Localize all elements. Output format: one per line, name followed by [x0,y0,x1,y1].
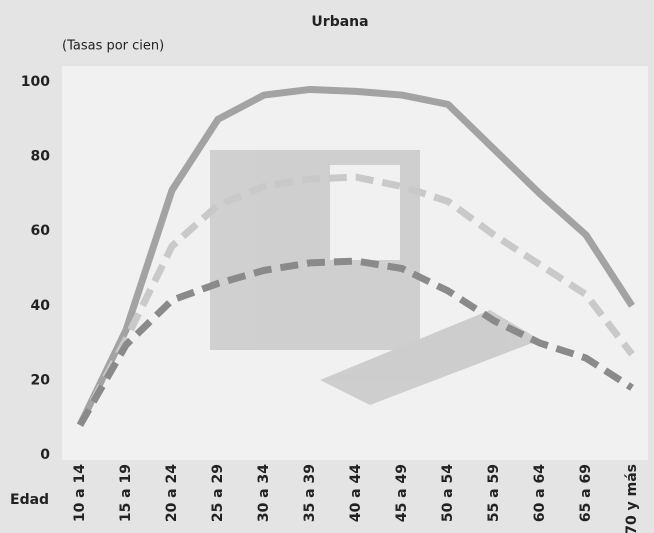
y-axis-label: (Tasas por cien) [62,39,164,54]
x-tick-label: 30 a 34 [256,464,272,522]
x-tick-label: 65 a 69 [578,464,594,522]
y-tick-label: 0 [40,447,50,463]
x-tick-label: 55 a 59 [486,464,502,522]
y-tick-label: 80 [31,149,51,165]
x-tick-label: 20 a 24 [164,464,180,522]
x-axis-label: Edad [10,492,49,508]
y-tick-label: 20 [31,372,51,388]
series-line [76,85,635,427]
x-tick-label: 10 a 14 [72,464,88,522]
x-tick-label: 15 a 19 [118,464,134,522]
x-tick-label: 45 a 49 [394,464,410,522]
series-line [76,257,634,427]
x-tick-label: 40 a 44 [348,464,364,522]
series-line [76,173,635,427]
x-tick-label: 25 a 29 [210,464,226,522]
x-tick-label: 35 a 39 [302,464,318,522]
x-tick-label: 70 y más [624,464,640,533]
y-tick-label: 40 [31,298,51,314]
y-tick-label: 60 [31,223,51,239]
chart-title: Urbana [311,14,368,30]
x-tick-label: 60 a 64 [532,464,548,522]
y-tick-label: 100 [21,74,50,90]
x-tick-label: 50 a 54 [440,464,456,522]
